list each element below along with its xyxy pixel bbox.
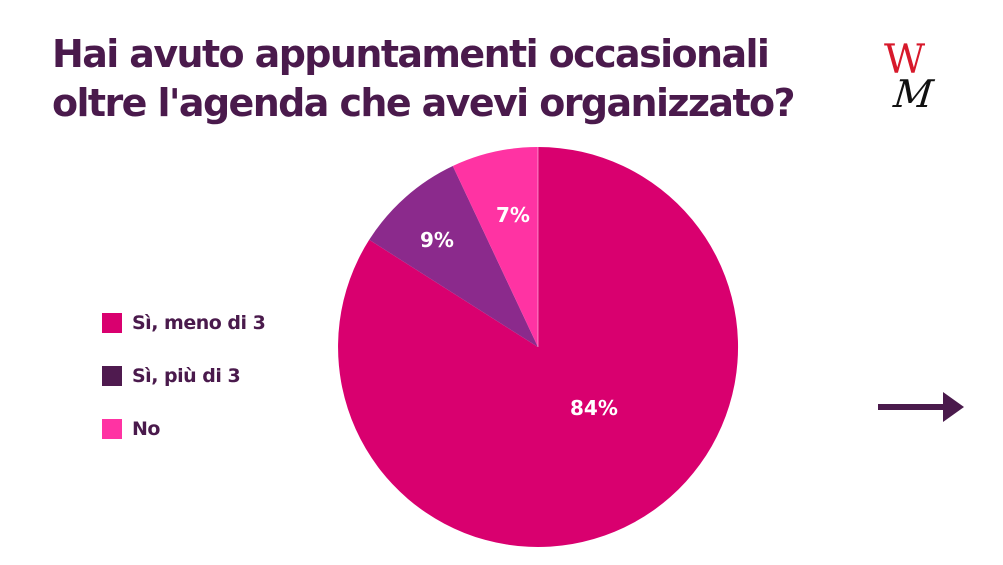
logo-m: M [891, 72, 936, 116]
logo-w: W [884, 37, 926, 83]
arrow-right-icon[interactable] [876, 390, 966, 426]
wm-logo: W M [884, 40, 944, 116]
pie-slice-no [452, 146, 538, 347]
pie-label-9: 9% [420, 228, 454, 252]
legend-item-si-piu-di-3: Sì, più di 3 [102, 363, 265, 389]
legend-label: Sì, più di 3 [132, 365, 241, 387]
pie-label-84: 84% [570, 396, 618, 420]
legend-label: Sì, meno di 3 [132, 312, 266, 334]
page-title: Hai avuto appuntamenti occasionali oltre… [52, 30, 832, 128]
legend-item-no: No [102, 416, 265, 442]
chart-legend: Sì, meno di 3 Sì, più di 3 No [102, 310, 266, 469]
legend-swatch [102, 313, 122, 333]
pie-slice-si-piu-di-3 [369, 166, 538, 347]
title-line-2: oltre l'agenda che avevi organizzato? [52, 81, 796, 125]
legend-label: No [132, 418, 160, 440]
pie-chart: 84% 9% 7% [338, 146, 739, 547]
legend-item-si-meno-di-3: Sì, meno di 3 [102, 310, 266, 336]
legend-swatch [102, 419, 122, 439]
title-line-1: Hai avuto appuntamenti occasionali [52, 32, 770, 76]
pie-label-7: 7% [496, 203, 530, 227]
legend-swatch [102, 366, 122, 386]
